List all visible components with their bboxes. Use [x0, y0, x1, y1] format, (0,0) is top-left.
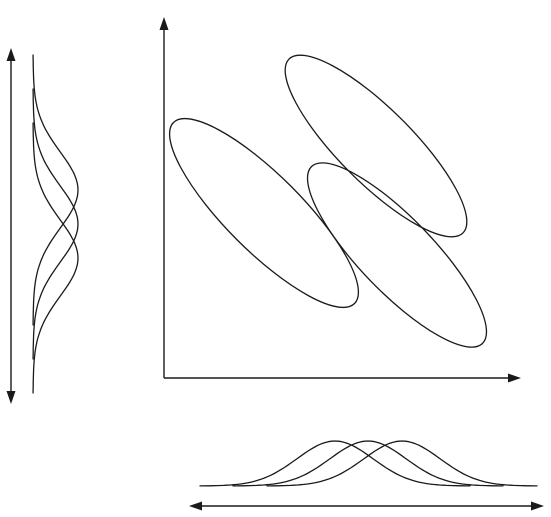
left-axis-arrowhead-bottom [6, 391, 16, 404]
bottom-marginal-curve-2 [232, 440, 504, 487]
cluster-ellipses [168, 54, 488, 348]
left-marginal-curve-3 [32, 122, 79, 394]
left-marginal-curve-2 [32, 88, 79, 360]
bottom-axis-arrowhead-right [531, 501, 544, 511]
bottom-marginal-axis [189, 501, 544, 511]
bottom-marginal-curve-1 [199, 440, 471, 487]
bottom-axis-arrowhead-left [189, 501, 202, 511]
x-axis-arrowhead [508, 373, 521, 383]
cluster-ellipse-2 [284, 54, 468, 238]
bottom-marginal-curve-3 [266, 440, 538, 487]
cluster-ellipse-3 [306, 162, 488, 348]
left-axis-arrowhead-top [6, 48, 16, 61]
y-axis-arrowhead [159, 17, 169, 30]
bottom-marginal-curves [199, 440, 538, 487]
left-marginal-curve-1 [32, 54, 79, 326]
left-marginal-curves [32, 54, 79, 394]
left-marginal-axis [6, 48, 16, 404]
cluster-ellipse-1 [168, 117, 360, 309]
main-axes [159, 17, 521, 383]
